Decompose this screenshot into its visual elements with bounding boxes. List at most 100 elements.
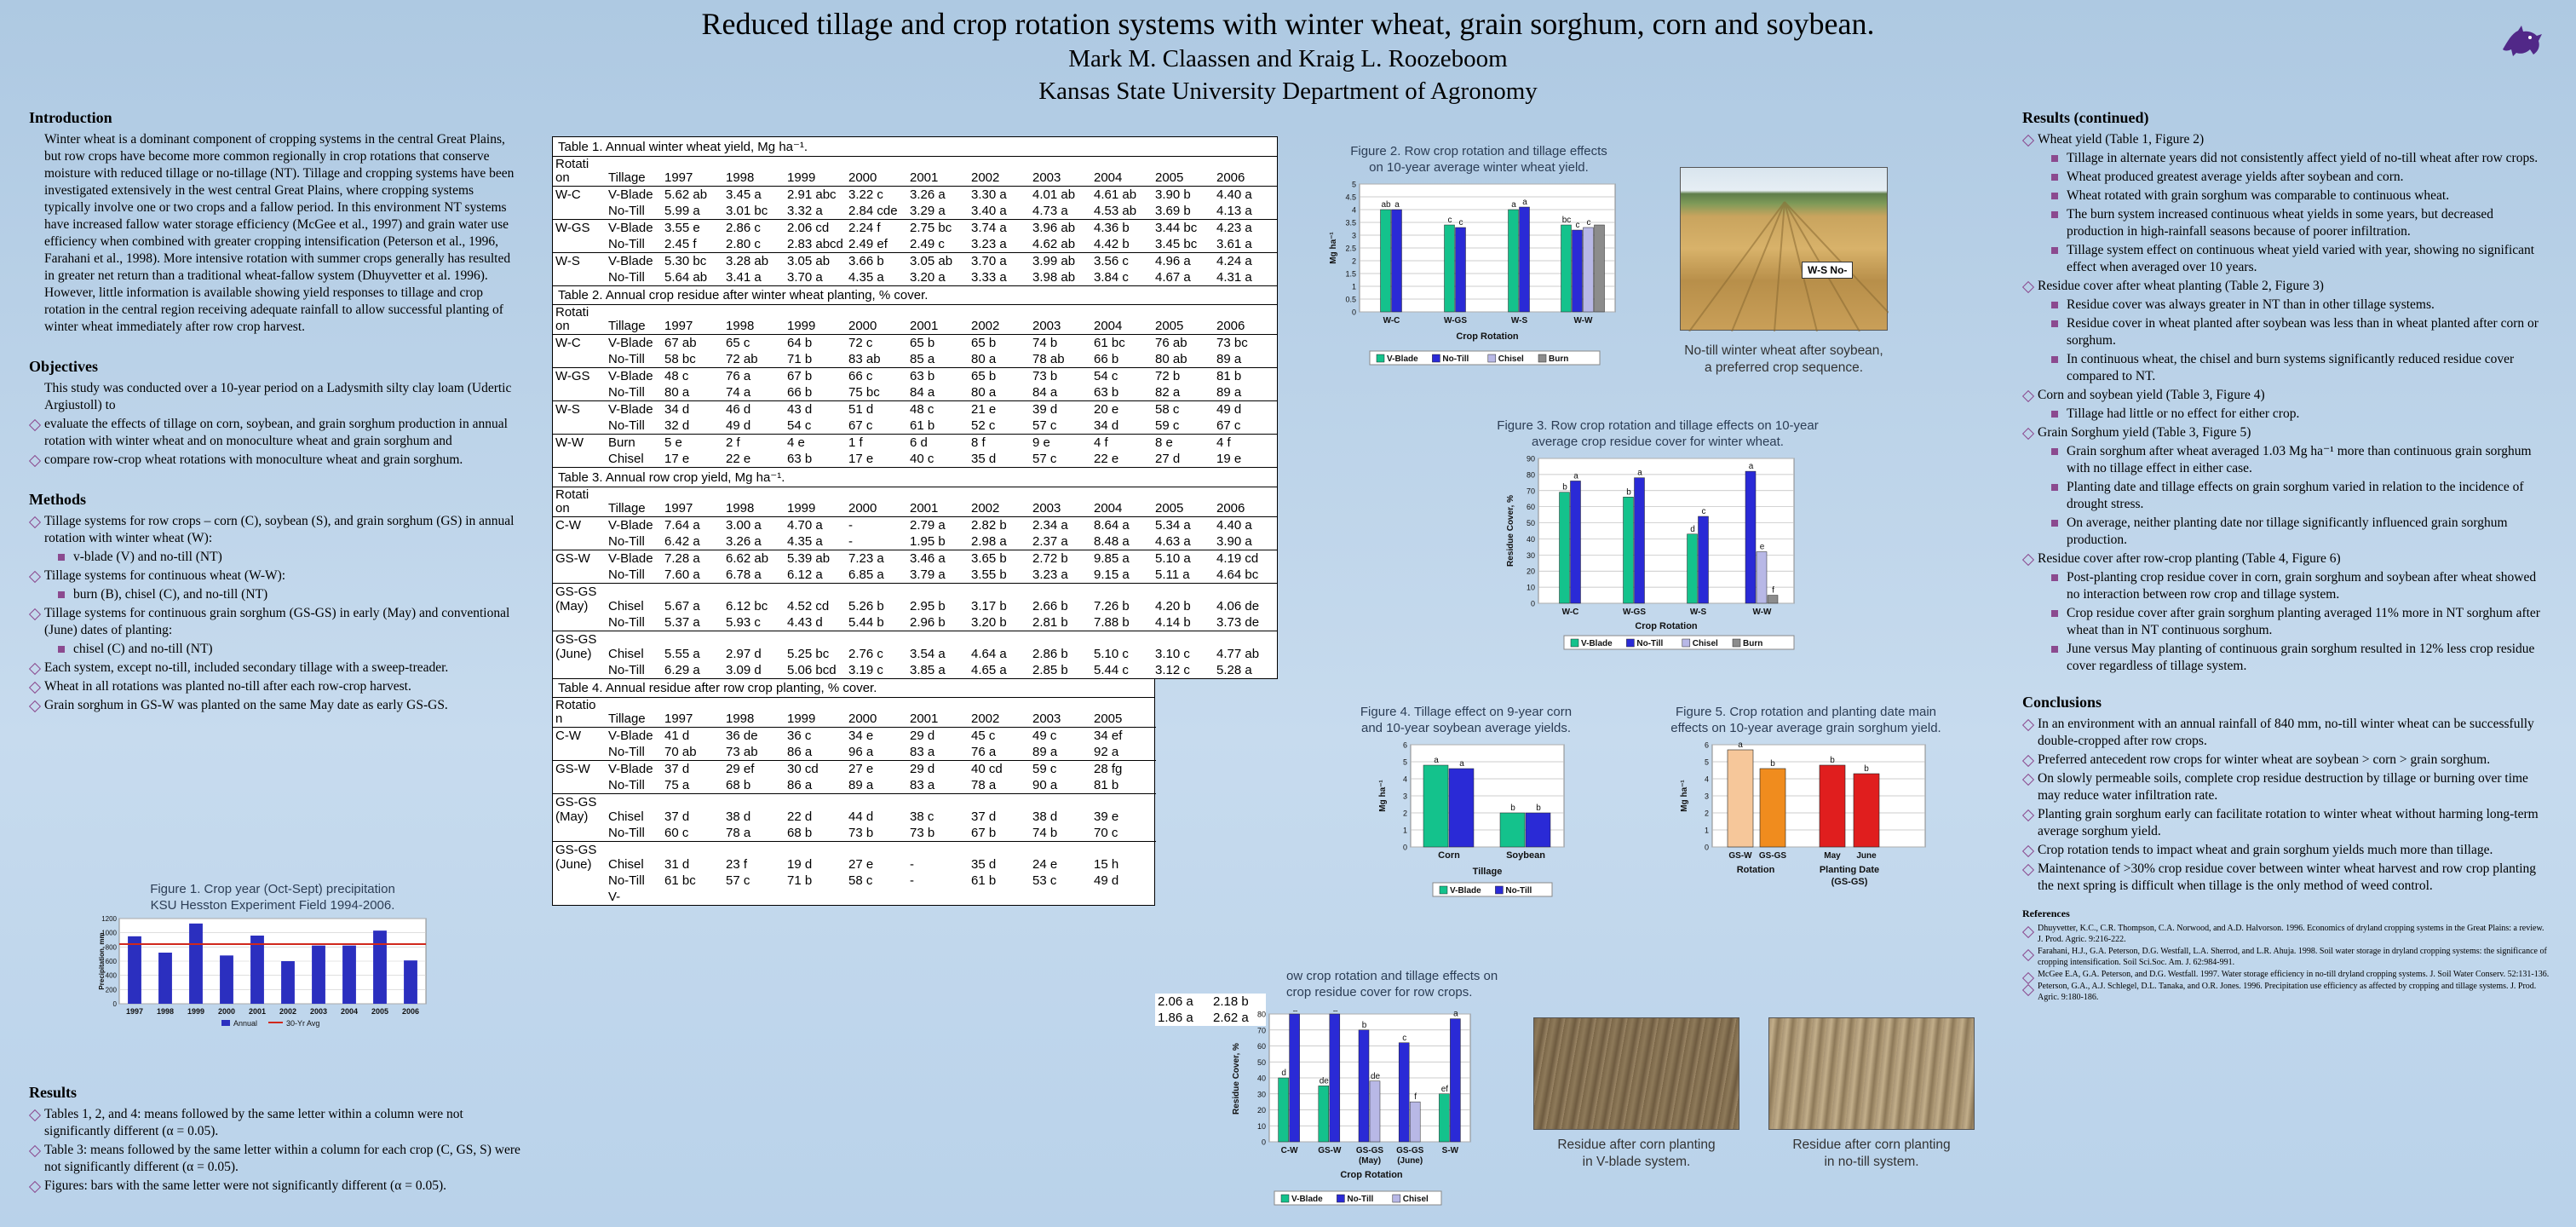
figure-6-caption: ow crop rotation and tillage effects on (1286, 969, 1498, 983)
figure-1: Figure 1. Crop year (Oct-Sept) precipita… (94, 881, 451, 1037)
table-cell: 6.85 a (848, 567, 884, 582)
bar-label: bc (1562, 216, 1572, 225)
table-header-cell: Tillage (606, 698, 662, 728)
bar (373, 930, 387, 1004)
table-3-overflow: 2.06 a 2.18 b 1.86 a 2.62 a (1155, 994, 1266, 1026)
y-tick-label: 60 (1527, 503, 1535, 511)
table-rotation-cell (553, 203, 606, 220)
poster-institution: Kansas State University Department of Ag… (1038, 78, 1538, 105)
table-rotation-cell (553, 825, 606, 842)
table-cell: 40 c (910, 452, 934, 466)
table-rotation-cell (553, 744, 606, 761)
table-cell: 38 d (1030, 793, 1091, 825)
bar (1767, 595, 1779, 604)
table-cell: 39 d (1030, 400, 1091, 418)
table-row: W-GS V-Blade 3.55 e 2.86 c 2.06 cd 2.24 f 2.75… (553, 219, 1278, 236)
bar (1455, 227, 1466, 313)
table-cell: 78 a (726, 826, 751, 840)
caption-line: a preferred crop sequence. (1704, 360, 1864, 375)
table-cell (846, 889, 907, 905)
table-cell: 76 ab (1155, 336, 1187, 350)
table-row: No-Till 80 a 74 a 66 b 75 bc 84 a 80 a 84 a 63 b… (553, 384, 1278, 401)
table-cell: 4.40 a (1216, 187, 1252, 202)
table-tillage-cell: V-Blade (606, 550, 662, 567)
table-cell: 73 b (1030, 367, 1091, 384)
table-cell: 2.49 ef (848, 237, 888, 251)
x-axis-label: Crop Rotation (1635, 621, 1698, 631)
table-cell: 72 c (848, 336, 873, 350)
table-cell: 6.12 a (787, 567, 823, 582)
table-cell: 2.81 b (1032, 615, 1068, 630)
table-cell: 3.90 b (1155, 187, 1191, 202)
table-cell: 3.98 ab (1032, 270, 1076, 285)
table-cell: 4.67 a (1155, 270, 1191, 285)
table-4: Table 4. Annual residue after row crop p… (552, 679, 1156, 906)
table-cell: 5.55 a (662, 631, 723, 662)
table-cell: 7.64 a (664, 518, 700, 533)
table-cell: 29 d (910, 729, 935, 743)
table-cell: 61 b (971, 873, 997, 888)
x-tick-label: May (1824, 851, 1841, 861)
table-cell: 4.31 a (1216, 270, 1252, 285)
table-cell: 3.00 a (726, 518, 762, 533)
y-tick-label: 400 (106, 972, 118, 980)
table-row: GS-W V-Blade 37 d 29 ef 30 cd 27 e 29 d 40 cd 59… (553, 760, 1156, 777)
bar (1525, 812, 1551, 848)
results-continued-subitem: The burn system increased continuous whe… (2022, 206, 2550, 240)
table-cell: 57 c (1032, 452, 1057, 466)
table-cell: 3.70 a (969, 252, 1030, 269)
bar (1698, 516, 1709, 604)
table-tillage-cell: No-Till (608, 534, 645, 549)
table-cell: 53 c (1032, 873, 1057, 888)
table-cell: 73 ab (726, 745, 758, 759)
table-cell: 40 cd (969, 760, 1030, 777)
table-tillage-cell: V-Blade (606, 400, 662, 418)
table-tillage-cell: No-Till (608, 745, 645, 759)
table-cell: 27 e (846, 841, 907, 873)
table-cell: 89 a (1216, 385, 1242, 400)
table-cell: 84 a (910, 385, 935, 400)
bar (1594, 224, 1605, 313)
table-header-cell: 2004 (1091, 487, 1153, 517)
methods-item: Grain sorghum in GS-W was planted on the… (29, 697, 521, 714)
intro-heading: Introduction (29, 109, 112, 126)
methods-item: Tillage systems for continuous grain sor… (29, 605, 521, 639)
table-cell: 3.23 a (971, 237, 1007, 251)
bar (1634, 477, 1645, 604)
table-cell: 4 e (785, 434, 846, 451)
table-cell: 8 f (969, 434, 1030, 451)
table-tillage-cell: No-Till (608, 418, 645, 433)
table-header-cell: 1999 (785, 157, 846, 187)
table-cell: 67 c (1216, 418, 1241, 433)
table-cell: 3.05 ab (907, 252, 969, 269)
table-rotation-cell (553, 614, 606, 631)
ksu-wildcat-logo-icon (2503, 26, 2542, 56)
table-cell: 54 c (787, 418, 812, 433)
photo-no-till-wheat: W-S No- (1680, 167, 1889, 331)
table-header-cell: 2006 (1214, 157, 1278, 187)
y-tick-label: 0 (1262, 1138, 1266, 1147)
table-cell: 2.95 b (907, 583, 969, 614)
caption-line: Residue after corn planting (1557, 1138, 1716, 1152)
table-header-cell: 1997 (662, 157, 723, 187)
y-tick-label: 40 (1257, 1074, 1266, 1083)
table-cell: 2.86 c (723, 219, 785, 236)
y-tick-label: 50 (1527, 519, 1535, 527)
table-cell: 4.64 bc (1216, 567, 1259, 582)
legend-label: V-Blade (1291, 1195, 1323, 1204)
x-tick-label: W-C (1383, 316, 1400, 325)
table-cell: 51 d (846, 400, 907, 418)
table-cell: 64 b (787, 336, 813, 350)
table-cell: 22 e (1094, 452, 1119, 466)
table-cell: 32 d (664, 418, 690, 433)
x-tick-label: 2003 (310, 1007, 327, 1016)
bar (1559, 492, 1570, 604)
table-cell: 5.62 ab (664, 187, 708, 202)
table-cell: 73 b (910, 826, 935, 840)
table-cell: 4 f (1091, 434, 1153, 451)
legend-swatch (1439, 885, 1448, 895)
table-cell: 3.79 a (910, 567, 946, 582)
table-rotation-cell: GS-W (553, 550, 606, 567)
table-header-cell: Rotati on (553, 305, 606, 335)
bar-label: c (1402, 1034, 1406, 1043)
